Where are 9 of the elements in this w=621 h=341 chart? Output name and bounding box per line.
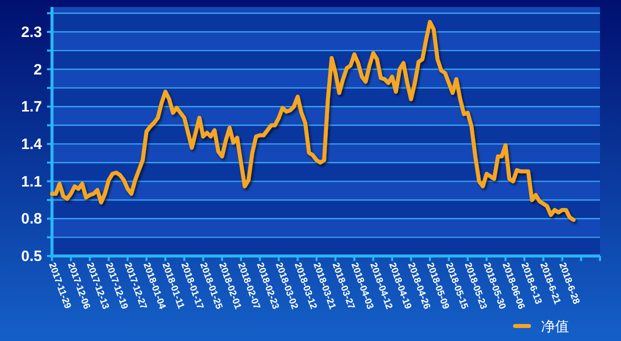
y-tick-label: 1.4 bbox=[21, 136, 43, 153]
y-tick-label: 2 bbox=[34, 61, 42, 78]
y-tick-label: 0.5 bbox=[21, 248, 42, 265]
line-series bbox=[50, 20, 576, 222]
y-tick-label: 2.3 bbox=[21, 24, 42, 41]
y-tick-label: 0.8 bbox=[21, 210, 42, 228]
y-tick-label: 1.7 bbox=[21, 98, 42, 116]
legend-label: 净值 bbox=[541, 318, 569, 334]
y-tick-label: 1.1 bbox=[21, 173, 42, 190]
